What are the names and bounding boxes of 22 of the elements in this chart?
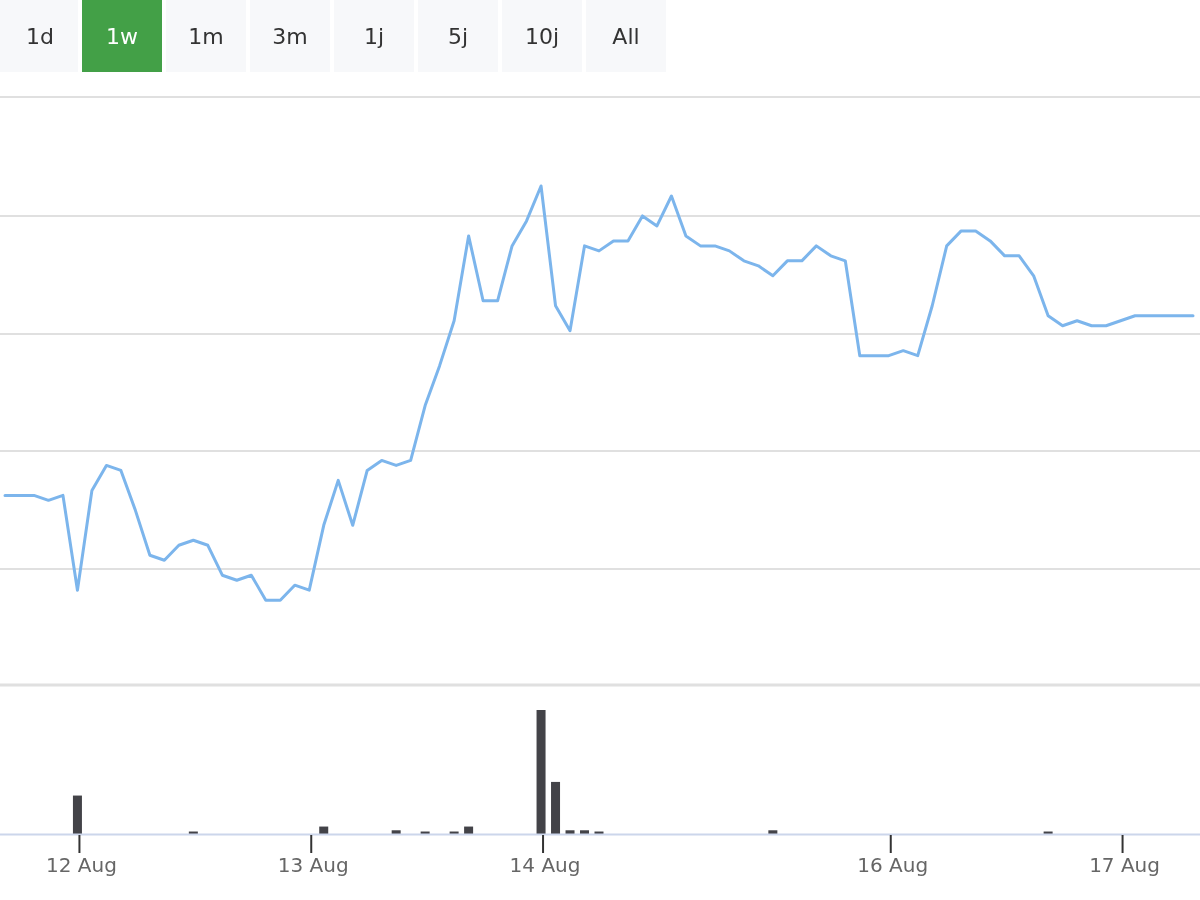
bar: [536, 710, 546, 834]
text: 1m: [188, 24, 224, 49]
x-tick-label: 16 Aug: [857, 853, 929, 877]
bar: [580, 830, 590, 834]
bar: [768, 830, 778, 834]
x-tick-label: 17 Aug: [1089, 853, 1160, 877]
text: 1j: [363, 24, 385, 49]
bar: [565, 830, 575, 834]
x-tick-label: 13 Aug: [277, 853, 349, 877]
bar: [72, 795, 82, 834]
x-tick-label: 14 Aug: [509, 853, 581, 877]
bar: [464, 826, 474, 834]
bar: [551, 781, 561, 834]
text: 10j: [524, 24, 560, 49]
text: All: [612, 24, 640, 49]
bar: [319, 826, 329, 834]
bar: [391, 830, 401, 834]
x-tick-label: 12 Aug: [46, 853, 117, 877]
text: 3m: [272, 24, 308, 49]
text: 1d: [26, 24, 54, 49]
text: 5j: [447, 24, 469, 49]
text: 1w: [106, 24, 138, 49]
